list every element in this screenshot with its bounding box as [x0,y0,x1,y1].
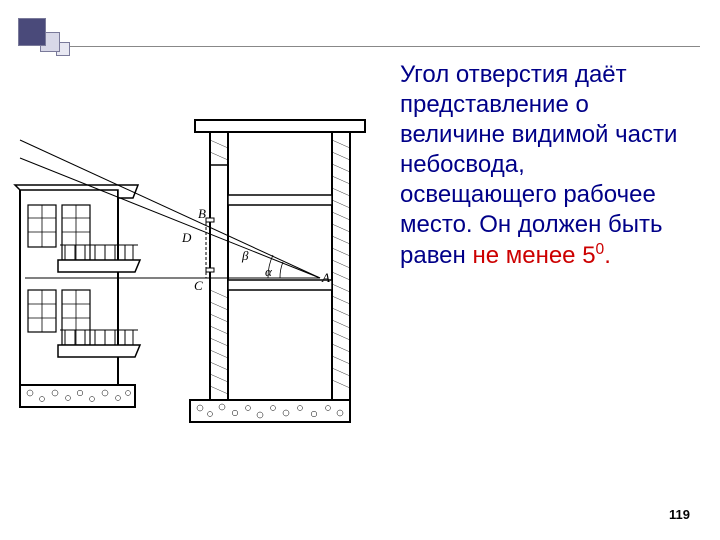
content-area: A B C D α β Угол отверстия даёт представ… [0,50,720,540]
paragraph-highlight: не менее 50. [472,242,610,269]
top-divider-line [70,46,700,47]
left-building-facade [15,185,140,407]
deco-square-1 [18,18,46,46]
highlight-sup: 0 [596,241,605,258]
label-beta: β [241,248,249,263]
highlight-period: . [604,242,611,269]
page-number: 119 [669,507,690,522]
paragraph-block: Угол отверстия даёт представление о вели… [380,50,720,540]
architectural-diagram: A B C D α β [10,90,380,450]
right-building-section [190,120,365,422]
label-A: A [321,270,330,285]
label-alpha: α [265,264,273,279]
paragraph-main: Угол отверстия даёт представление о вели… [400,61,677,269]
highlight-text: не менее 5 [472,242,595,269]
label-B: B [198,206,206,221]
label-D: D [181,230,192,245]
label-C: C [194,278,203,293]
